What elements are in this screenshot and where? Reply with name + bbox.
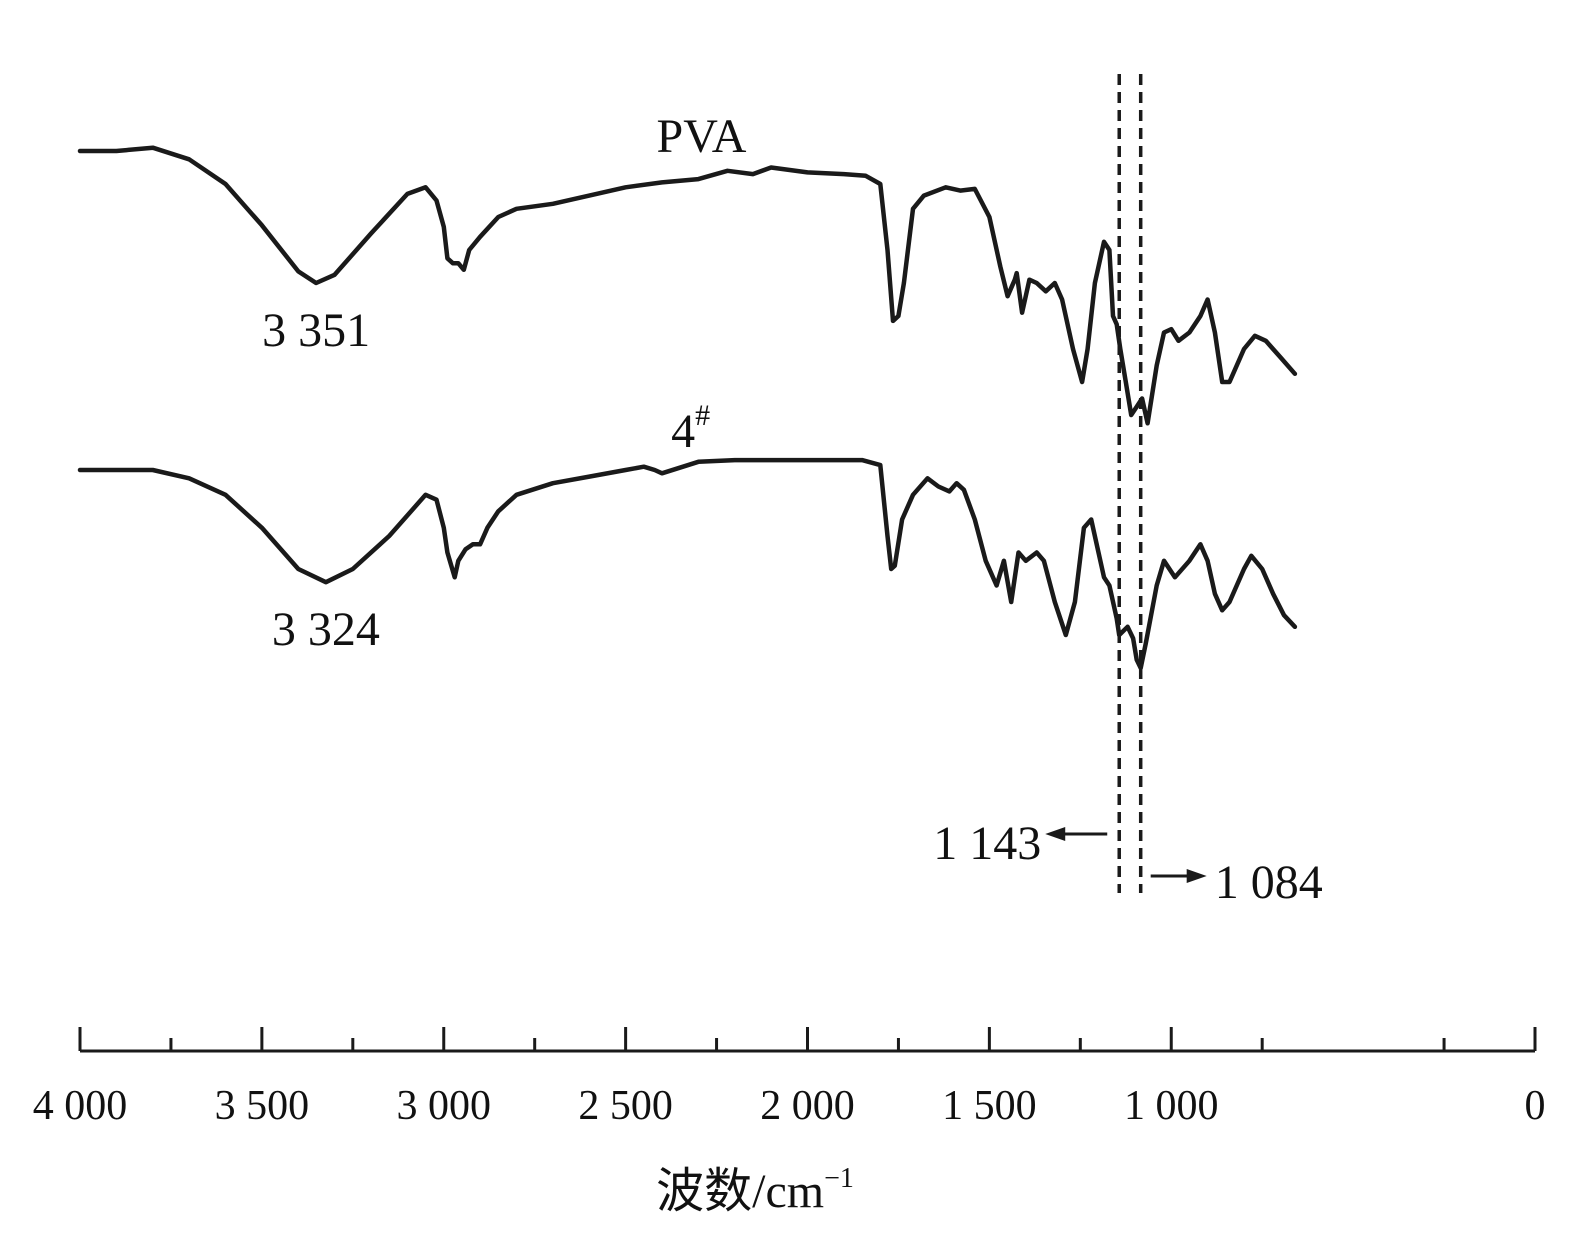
- peak-label: 3 324: [272, 603, 380, 656]
- reference-lines: [1117, 74, 1143, 893]
- x-axis: 4 000 3 500 3 000 2 500 2 000 1 500 1 000 0: [33, 1027, 1546, 1129]
- axis-labels: 波数/cm−1: [656, 1163, 854, 1218]
- x-tick-label: 1 000: [1124, 1083, 1219, 1129]
- peak-label: 1 084: [1215, 856, 1323, 909]
- arrow-head: [1045, 827, 1066, 841]
- x-axis-label: 波数/cm−1: [656, 1163, 854, 1218]
- series-label-4: 4#: [671, 399, 710, 458]
- peak-label: 1 143: [933, 817, 1041, 870]
- peak-label: 3 351: [262, 304, 370, 357]
- x-tick-label: 3 000: [397, 1083, 492, 1129]
- annotations: PVA 4# 3 351 3 324 1 143 1 084: [262, 110, 1323, 909]
- arrow-head: [1186, 869, 1207, 883]
- series-line-pva: [77, 145, 1298, 426]
- series-line-4: [77, 457, 1298, 671]
- series-label-pva: PVA: [657, 110, 747, 163]
- x-tick-label: 2 000: [760, 1083, 855, 1129]
- x-tick-label: 0: [1525, 1083, 1546, 1129]
- series-layer: [77, 145, 1298, 671]
- x-tick-label: 4 000: [33, 1083, 128, 1129]
- x-axis-label-text: 波数/cm: [656, 1165, 824, 1218]
- x-tick-label: 2 500: [578, 1083, 673, 1129]
- x-axis-label-superscript: −1: [824, 1163, 854, 1194]
- x-tick-label: 3 500: [215, 1083, 310, 1129]
- x-tick-label: 1 500: [942, 1083, 1037, 1129]
